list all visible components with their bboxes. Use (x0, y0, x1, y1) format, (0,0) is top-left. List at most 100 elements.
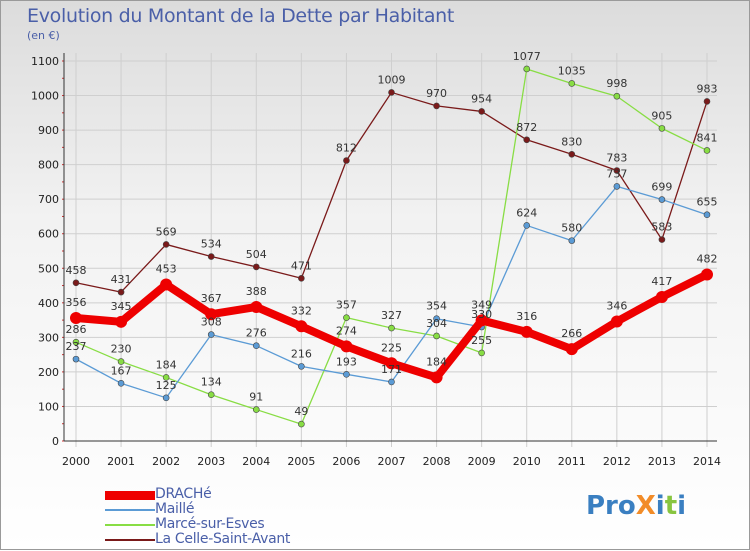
data-label-la-celle-saint-avant: 812 (336, 141, 357, 154)
point-drache (430, 371, 443, 384)
point-maille (207, 331, 215, 338)
data-label-la-celle-saint-avant: 504 (246, 248, 267, 261)
data-label-la-celle-saint-avant: 534 (201, 238, 222, 251)
point-drache (295, 320, 308, 333)
point-drache (701, 268, 713, 281)
legend-item-maille: Maillé (105, 501, 365, 517)
legend-item-la-celle-saint-avant: La Celle-Saint-Avant (105, 531, 365, 547)
legend-swatch (105, 509, 155, 511)
data-label-drache: 345 (111, 300, 132, 313)
point-la-celle-saint-avant (613, 167, 621, 174)
y-tick-label: 700 (38, 193, 59, 206)
point-maille (298, 363, 305, 370)
data-label-maille: 330 (471, 308, 492, 321)
point-marce-sur-esves (162, 374, 170, 381)
point-marce-sur-esves (388, 324, 395, 332)
data-label-drache: 184 (426, 355, 447, 368)
x-tick-label: 2012 (603, 455, 631, 468)
y-tick-label: 400 (38, 297, 59, 310)
point-marce-sur-esves (433, 332, 440, 340)
data-label-marce-sur-esves: 255 (471, 334, 492, 347)
data-label-marce-sur-esves: 230 (111, 343, 132, 356)
legend-item-marce-sur-esves: Marcé-sur-Esves (105, 516, 365, 532)
y-tick-label: 300 (38, 331, 59, 344)
legend-swatch (105, 539, 155, 541)
point-drache (115, 315, 128, 328)
x-tick-label: 2000 (62, 455, 90, 468)
x-tick-label: 2001 (107, 455, 135, 468)
point-la-celle-saint-avant (703, 98, 711, 105)
x-tick-label: 2003 (197, 455, 225, 468)
data-label-maille: 125 (156, 379, 177, 392)
proxiti-logo: ProXiti (586, 491, 687, 521)
data-label-marce-sur-esves: 905 (651, 109, 672, 122)
point-marce-sur-esves (252, 406, 260, 413)
point-marce-sur-esves (343, 314, 350, 321)
point-marce-sur-esves (72, 338, 80, 346)
data-label-marce-sur-esves: 304 (426, 317, 447, 330)
point-maille (568, 237, 576, 244)
data-label-marce-sur-esves: 1077 (513, 50, 541, 63)
data-label-la-celle-saint-avant: 471 (291, 259, 312, 272)
x-tick-label: 2007 (378, 455, 406, 468)
point-la-celle-saint-avant (658, 236, 666, 243)
data-label-marce-sur-esves: 1035 (558, 64, 586, 77)
point-drache (520, 325, 533, 338)
data-label-marce-sur-esves: 49 (294, 405, 308, 418)
y-tick-label: 900 (38, 124, 59, 137)
y-tick-label: 200 (38, 366, 59, 379)
point-la-celle-saint-avant (343, 157, 350, 164)
point-la-celle-saint-avant (568, 150, 576, 158)
point-maille (343, 371, 350, 378)
point-maille (703, 211, 711, 219)
legend-swatch (105, 490, 155, 500)
data-label-drache: 274 (336, 324, 357, 337)
point-drache (250, 300, 263, 313)
point-maille (162, 394, 170, 402)
point-marce-sur-esves (703, 147, 711, 154)
x-tick-label: 2010 (513, 455, 541, 468)
data-label-maille: 216 (291, 347, 312, 360)
legend-item-drache: DRACHé (105, 486, 365, 502)
data-label-marce-sur-esves: 327 (381, 309, 402, 322)
data-label-marce-sur-esves: 91 (249, 391, 263, 404)
point-la-celle-saint-avant (117, 288, 125, 296)
point-la-celle-saint-avant (433, 102, 440, 110)
data-label-drache: 346 (606, 299, 627, 312)
point-maille (658, 196, 666, 203)
x-tick-label: 2013 (648, 455, 676, 468)
data-label-la-celle-saint-avant: 830 (561, 135, 582, 148)
legend-label: Marcé-sur-Esves (155, 516, 265, 532)
point-la-celle-saint-avant (207, 253, 215, 260)
point-la-celle-saint-avant (388, 89, 395, 96)
data-label-drache: 225 (381, 341, 402, 354)
point-marce-sur-esves (117, 358, 125, 365)
data-label-la-celle-saint-avant: 458 (66, 264, 87, 277)
point-drache (205, 308, 218, 321)
data-label-la-celle-saint-avant: 783 (606, 152, 627, 165)
data-label-maille: 737 (606, 167, 627, 180)
data-label-drache: 332 (291, 304, 312, 317)
data-label-la-celle-saint-avant: 569 (156, 225, 177, 238)
point-maille (388, 378, 395, 386)
data-label-marce-sur-esves: 841 (697, 131, 718, 144)
legend: DRACHé Maillé Marcé-sur-Esves La Celle-Sain… (105, 486, 365, 547)
point-marce-sur-esves (658, 125, 666, 132)
data-label-drache: 349 (471, 298, 492, 311)
y-tick-label: 800 (38, 159, 59, 172)
x-tick-label: 2011 (558, 455, 586, 468)
point-maille (613, 183, 621, 190)
data-label-la-celle-saint-avant: 872 (516, 121, 537, 134)
data-label-la-celle-saint-avant: 983 (697, 82, 718, 95)
data-label-maille: 171 (381, 363, 402, 376)
point-la-celle-saint-avant (298, 274, 305, 282)
point-drache (475, 314, 488, 327)
data-label-maille: 580 (561, 222, 582, 235)
x-tick-label: 2006 (332, 455, 360, 468)
point-maille (252, 342, 260, 349)
x-tick-label: 2008 (423, 455, 451, 468)
point-la-celle-saint-avant (252, 263, 260, 271)
point-marce-sur-esves (298, 420, 305, 428)
data-label-maille: 354 (426, 300, 447, 313)
